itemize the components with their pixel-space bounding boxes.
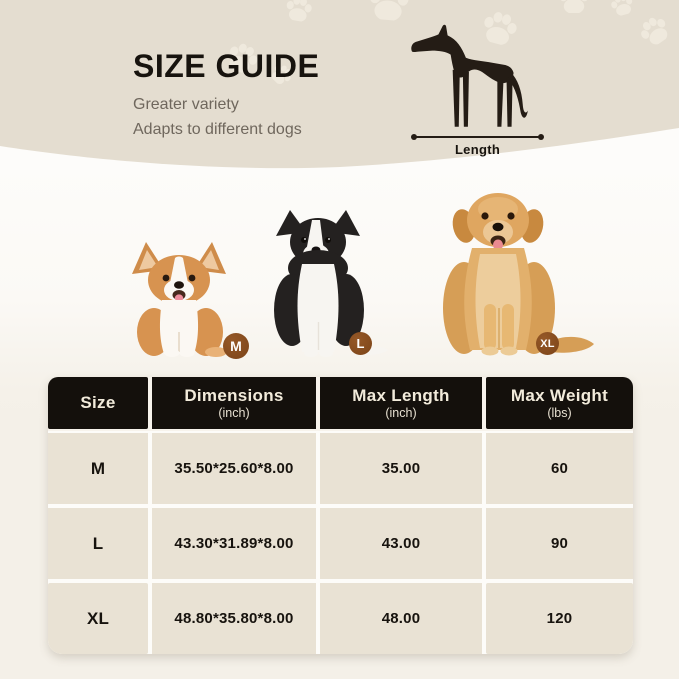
table-cell-max-length: 43.00 — [320, 508, 482, 579]
size-table: Size Dimensions (inch) Max Length (inch)… — [48, 377, 633, 654]
subtitle-line-1: Greater variety — [133, 96, 239, 113]
table-cell-dimensions: 48.80*35.80*8.00 — [152, 583, 316, 654]
corgi-photo — [132, 242, 227, 357]
subtitle: Greater variety Adapts to different dogs — [133, 93, 319, 143]
badge-size-l: L — [349, 332, 372, 355]
length-measure-line — [411, 134, 544, 140]
title-block: SIZE GUIDE Greater variety Adapts to dif… — [133, 48, 319, 143]
dog-length-silhouette-icon — [411, 24, 528, 127]
badge-size-xl: XL — [536, 332, 559, 355]
column-header-max-weight: Max Weight (lbs) — [486, 377, 633, 429]
table-cell-size: M — [48, 433, 148, 504]
badge-size-m: M — [223, 333, 249, 359]
table-cell-max-weight: 60 — [486, 433, 633, 504]
table-cell-max-weight: 120 — [486, 583, 633, 654]
table-cell-max-weight: 90 — [486, 508, 633, 579]
hero-background — [0, 0, 679, 169]
table-cell-max-length: 48.00 — [320, 583, 482, 654]
length-label: Length — [454, 142, 501, 157]
column-header-max-length: Max Length (inch) — [320, 377, 482, 429]
subtitle-line-2: Adapts to different dogs — [133, 120, 302, 138]
golden-retriever-photo — [443, 193, 594, 356]
table-cell-dimensions: 35.50*25.60*8.00 — [152, 433, 316, 504]
column-header-size: Size — [48, 377, 148, 429]
table-cell-dimensions: 43.30*31.89*8.00 — [152, 508, 316, 579]
table-cell-max-length: 35.00 — [320, 433, 482, 504]
column-header-dimensions: Dimensions (inch) — [152, 377, 316, 429]
table-cell-size: L — [48, 508, 148, 579]
table-cell-size: XL — [48, 583, 148, 654]
border-collie-photo — [274, 210, 388, 357]
page-title: SIZE GUIDE — [133, 48, 320, 84]
